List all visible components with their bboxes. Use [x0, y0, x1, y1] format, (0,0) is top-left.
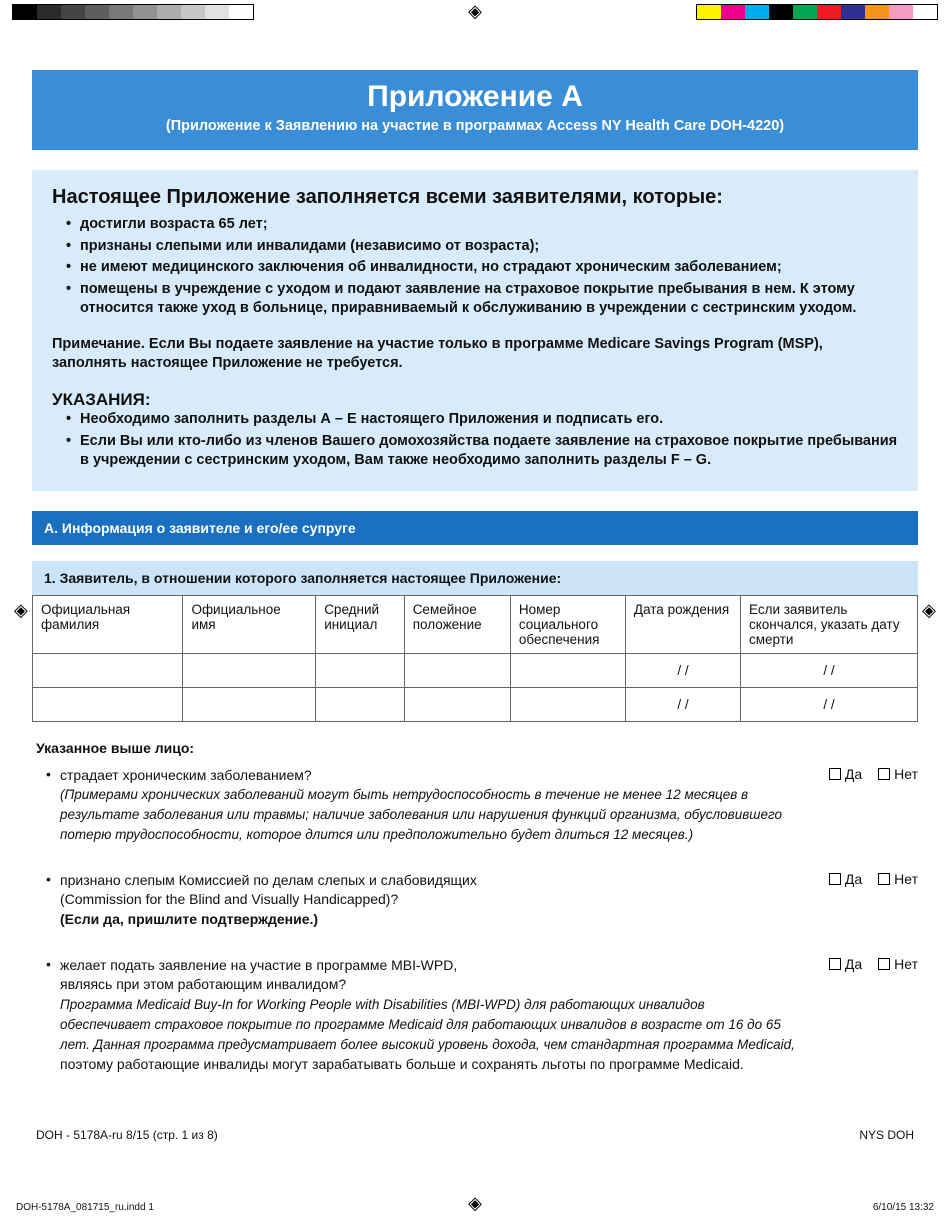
direction-item: Если Вы или кто-либо из членов Вашего до… — [80, 432, 898, 471]
question-item: признано слепым Комиссией по делам слепы… — [60, 871, 918, 930]
cell-firstname[interactable] — [183, 687, 316, 721]
cell-dob[interactable]: / / — [625, 687, 740, 721]
table-header-row: Официальная фамилия Официальное имя Сред… — [33, 595, 918, 653]
header-title: Приложение A — [48, 80, 902, 114]
intro-note: Примечание. Если Вы подаете заявление на… — [52, 335, 898, 374]
page-content: Приложение A (Приложение к Заявлению на … — [0, 26, 950, 1142]
checkbox-yes[interactable]: Да — [829, 956, 862, 972]
intro-heading: Настоящее Приложение заполняется всеми з… — [52, 186, 898, 209]
grayscale-wedge — [12, 4, 254, 20]
question-note: Программа Medicaid Buy-In for Working Pe… — [60, 997, 795, 1052]
cell-dod[interactable]: / / — [740, 653, 917, 687]
page-footer: DOH - 5178A-ru 8/15 (стр. 1 из 8) NYS DO… — [32, 1100, 918, 1142]
direction-item: Необходимо заполнить разделы А – Е насто… — [80, 410, 898, 430]
col-ssn: Номер социального обеспечения — [510, 595, 625, 653]
question-text: желает подать заявление на участие в про… — [60, 956, 829, 1074]
intro-bullet: не имеют медицинского заключения об инва… — [80, 258, 898, 278]
checkbox-yes[interactable]: Да — [829, 871, 862, 887]
applicant-table: Официальная фамилия Официальное имя Сред… — [32, 595, 918, 722]
registration-mark-top: ◈ — [468, 4, 482, 18]
question-main: признано слепым Комиссией по делам слепы… — [60, 872, 477, 888]
subsection-1-bar: 1. Заявитель, в отношении которого запол… — [32, 561, 918, 595]
intro-band: Настоящее Приложение заполняется всеми з… — [32, 170, 918, 491]
cell-mi[interactable] — [316, 687, 405, 721]
header-subtitle: (Приложение к Заявлению на участие в про… — [48, 118, 902, 134]
cell-dob[interactable]: / / — [625, 653, 740, 687]
yes-no-group: Да Нет — [829, 871, 918, 887]
table-row: / / / / — [33, 687, 918, 721]
yes-no-group: Да Нет — [829, 956, 918, 972]
cell-mi[interactable] — [316, 653, 405, 687]
question-item: желает подать заявление на участие в про… — [60, 956, 918, 1074]
checkbox-no[interactable]: Нет — [878, 766, 918, 782]
question-item: страдает хроническим заболеванием? (Прим… — [60, 766, 918, 845]
question-main: страдает хроническим заболеванием? — [60, 767, 312, 783]
col-mi: Средний инициал — [316, 595, 405, 653]
table-row: / / / / — [33, 653, 918, 687]
cell-lastname[interactable] — [33, 687, 183, 721]
yes-no-group: Да Нет — [829, 766, 918, 782]
question-note-tail: поэтому работающие инвалиды могут зараба… — [60, 1056, 744, 1072]
slug-left: DOH-5178A_081715_ru.indd 1 — [16, 1202, 154, 1213]
col-firstname: Официальное имя — [183, 595, 316, 653]
cell-lastname[interactable] — [33, 653, 183, 687]
directions-heading: УКАЗАНИЯ: — [52, 390, 898, 410]
question-sub: (Commission for the Blind and Visually H… — [60, 891, 398, 907]
directions-list: Необходимо заполнить разделы А – Е насто… — [52, 410, 898, 471]
question-text: признано слепым Комиссией по делам слепы… — [60, 871, 829, 930]
slug-right: 6/10/15 13:32 — [873, 1202, 934, 1213]
col-dob: Дата рождения — [625, 595, 740, 653]
cell-ssn[interactable] — [510, 653, 625, 687]
col-lastname: Официальная фамилия — [33, 595, 183, 653]
checkbox-no[interactable]: Нет — [878, 871, 918, 887]
footer-left: DOH - 5178A-ru 8/15 (стр. 1 из 8) — [36, 1128, 218, 1142]
color-bar — [696, 4, 938, 20]
question-bold: (Если да, пришлите подтверждение.) — [60, 911, 318, 927]
question-note: (Примерами хронических заболеваний могут… — [60, 787, 782, 842]
intro-bullet: признаны слепыми или инвалидами (независ… — [80, 237, 898, 257]
print-marks-top: ◈ — [0, 0, 950, 26]
intro-bullet: помещены в учреждение с уходом и подают … — [80, 280, 898, 319]
col-dod: Если заявитель скончался, указать дату с… — [740, 595, 917, 653]
cell-marital[interactable] — [404, 653, 510, 687]
cell-firstname[interactable] — [183, 653, 316, 687]
section-a-bar: A. Информация о заявителе и его/ее супру… — [32, 511, 918, 545]
question-main: желает подать заявление на участие в про… — [60, 957, 457, 973]
checkbox-no[interactable]: Нет — [878, 956, 918, 972]
questions-list: страдает хроническим заболеванием? (Прим… — [32, 766, 918, 1075]
checkbox-yes[interactable]: Да — [829, 766, 862, 782]
question-text: страдает хроническим заболеванием? (Прим… — [60, 766, 829, 845]
header: Приложение A (Приложение к Заявлению на … — [32, 70, 918, 150]
intro-bullets: достигли возраста 65 лет; признаны слепы… — [52, 215, 898, 319]
intro-bullet: достигли возраста 65 лет; — [80, 215, 898, 235]
question-main2: являясь при этом работающим инвалидом? — [60, 976, 346, 992]
questions-intro: Указанное выше лицо: — [36, 740, 918, 756]
cell-marital[interactable] — [404, 687, 510, 721]
footer-right: NYS DOH — [859, 1128, 914, 1142]
col-marital: Семейное положение — [404, 595, 510, 653]
cell-dod[interactable]: / / — [740, 687, 917, 721]
cell-ssn[interactable] — [510, 687, 625, 721]
registration-mark-bottom: ◈ — [468, 1196, 482, 1210]
